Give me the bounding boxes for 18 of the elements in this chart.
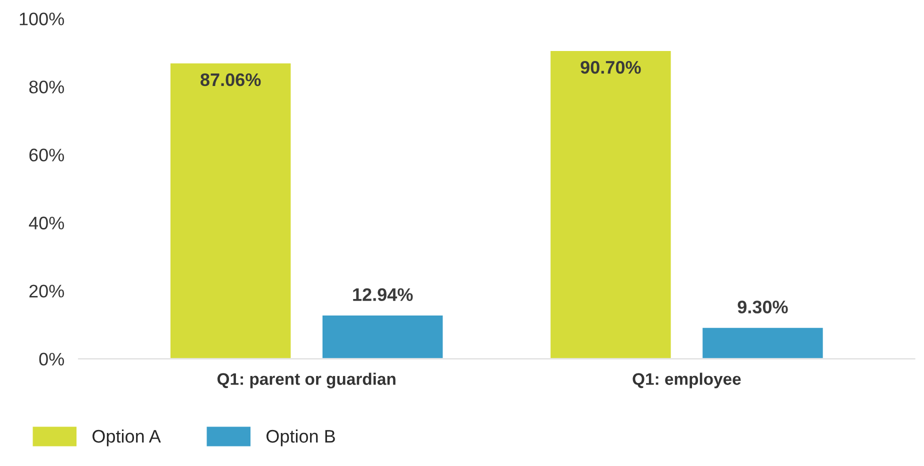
data-label: 87.06% [200, 73, 261, 86]
y-tick-label: 20% [29, 284, 64, 298]
bar [549, 50, 672, 359]
bar [169, 62, 292, 359]
y-tick-label: 100% [20, 12, 64, 26]
y-tick-label: 60% [29, 148, 64, 162]
legend-label: Option A [92, 429, 161, 446]
data-label: 12.94% [353, 288, 413, 302]
data-label: 90.70% [580, 60, 641, 74]
data-label: 9.30% [738, 300, 788, 314]
y-tick-label: 40% [28, 216, 64, 230]
y-tick-label: 0% [39, 352, 64, 366]
x-tick-label: Q1: employee [632, 372, 741, 388]
y-tick-label: 80% [29, 80, 64, 94]
bar [321, 314, 444, 359]
x-tick-label: Q1: parent or guardian [217, 372, 396, 388]
legend-label: Option B [266, 429, 335, 446]
bar [701, 326, 824, 359]
